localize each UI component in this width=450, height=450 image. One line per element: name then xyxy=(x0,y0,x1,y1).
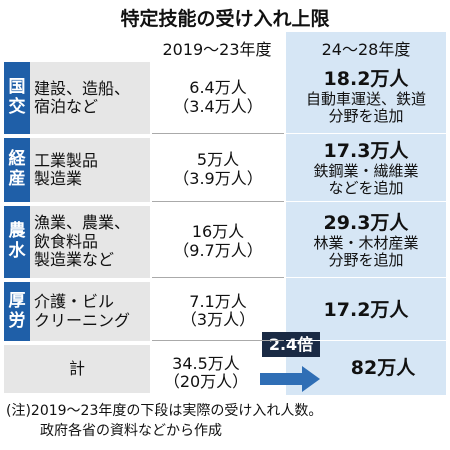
period2-note: 自動車運送、鉄道 xyxy=(305,90,426,109)
ministry-char: 産 xyxy=(8,169,26,189)
sector-cell: 建設、造船、 宿泊など xyxy=(30,62,150,134)
arrow xyxy=(260,366,320,392)
period2-note: 分野を追加 xyxy=(328,107,404,126)
note-line: 政府各省の資料などから作成 xyxy=(40,423,222,439)
ministry-char: 労 xyxy=(8,310,26,331)
sector-cell: 漁業、農業、 飲食料品 製造業など xyxy=(30,206,150,278)
period1-cell: 7.1万人 （3万人） xyxy=(152,282,284,341)
title: 特定技能の受け入れ上限 xyxy=(120,8,330,30)
period1-line: （3万人） xyxy=(180,310,256,329)
total-label: 計 xyxy=(68,358,85,378)
period1-cell: 16万人 （9.7万人） xyxy=(152,206,284,278)
period2-value: 17.3万人 xyxy=(323,140,409,163)
ministry-char: 水 xyxy=(8,241,26,261)
sector-line: 製造業 xyxy=(34,169,83,188)
ratio-badge: 2.4倍 xyxy=(262,332,320,357)
sector-line: 工業製品 xyxy=(34,150,99,170)
sector-line: 介護・ビル xyxy=(34,292,115,312)
sector-line: クリーニング xyxy=(34,310,131,330)
sector-line: 飲食料品 xyxy=(34,231,99,251)
sector-cell: 工業製品 製造業 xyxy=(30,138,150,202)
ministry-cell: 厚労 xyxy=(4,282,30,341)
ministry-cell: 国交 xyxy=(4,62,30,134)
total-period2-cell: 82万人 xyxy=(320,345,446,393)
period2-cell: 29.3万人 林業・木材産業 分野を追加 xyxy=(286,206,446,278)
period1-line: （9.7万人） xyxy=(173,240,263,260)
sector-line: 建設、造船、 xyxy=(34,78,131,98)
period1-line: 6.4万人 xyxy=(189,78,247,98)
ministry-char: 国 xyxy=(8,77,26,98)
period1-line: 16万人 xyxy=(191,222,245,242)
ministry-cell: 農水 xyxy=(4,206,30,278)
total-period1-cell: 34.5万人 （20万人） xyxy=(152,349,260,397)
ministry-char: 農 xyxy=(8,221,26,242)
period2-cell: 17.3万人 鉄鋼業・繊維業 などを追加 xyxy=(286,138,446,202)
header-period2: 24～28年度 xyxy=(321,40,411,59)
period1-line: 5万人 xyxy=(196,150,240,170)
period2-note: 分野を追加 xyxy=(328,251,404,270)
period2-value: 17.2万人 xyxy=(323,299,409,322)
period2-note: 鉄鋼業・繊維業 xyxy=(313,162,419,181)
period2-value: 18.2万人 xyxy=(323,68,409,91)
ministry-char: 経 xyxy=(8,149,26,170)
period2-cell: 17.2万人 xyxy=(286,282,446,341)
ministry-char: 交 xyxy=(8,97,26,117)
period1-line: （3.4万人） xyxy=(173,96,263,116)
sector-cell: 介護・ビル クリーニング xyxy=(30,282,150,341)
header-period1: 2019～23年度 xyxy=(162,40,272,59)
period1-cell: 6.4万人 （3.4万人） xyxy=(152,62,284,134)
note-line: (注)2019～23年度の下段は実際の受け入れ人数。 xyxy=(6,403,323,419)
arrow-shape xyxy=(260,366,320,392)
period2-note: 林業・木材産業 xyxy=(313,234,419,253)
period1-line: （3.9万人） xyxy=(173,168,263,188)
ministry-cell: 経産 xyxy=(4,138,30,202)
total-period2: 82万人 xyxy=(350,357,416,380)
period2-cell: 18.2万人 自動車運送、鉄道 分野を追加 xyxy=(286,62,446,134)
total-period1-line: 34.5万人 xyxy=(172,353,240,373)
period1-cell: 5万人 （3.9万人） xyxy=(152,138,284,202)
period2-value: 29.3万人 xyxy=(323,212,409,235)
sector-line: 製造業など xyxy=(34,250,115,270)
total-label-cell: 計 xyxy=(4,345,150,393)
period2-note: などを追加 xyxy=(328,179,404,198)
sector-line: 漁業、農業、 xyxy=(34,213,131,233)
ministry-char: 厚 xyxy=(8,290,26,311)
total-period1-line: （20万人） xyxy=(163,372,249,391)
period1-line: 7.1万人 xyxy=(189,291,247,311)
sector-line: 宿泊など xyxy=(34,97,99,116)
